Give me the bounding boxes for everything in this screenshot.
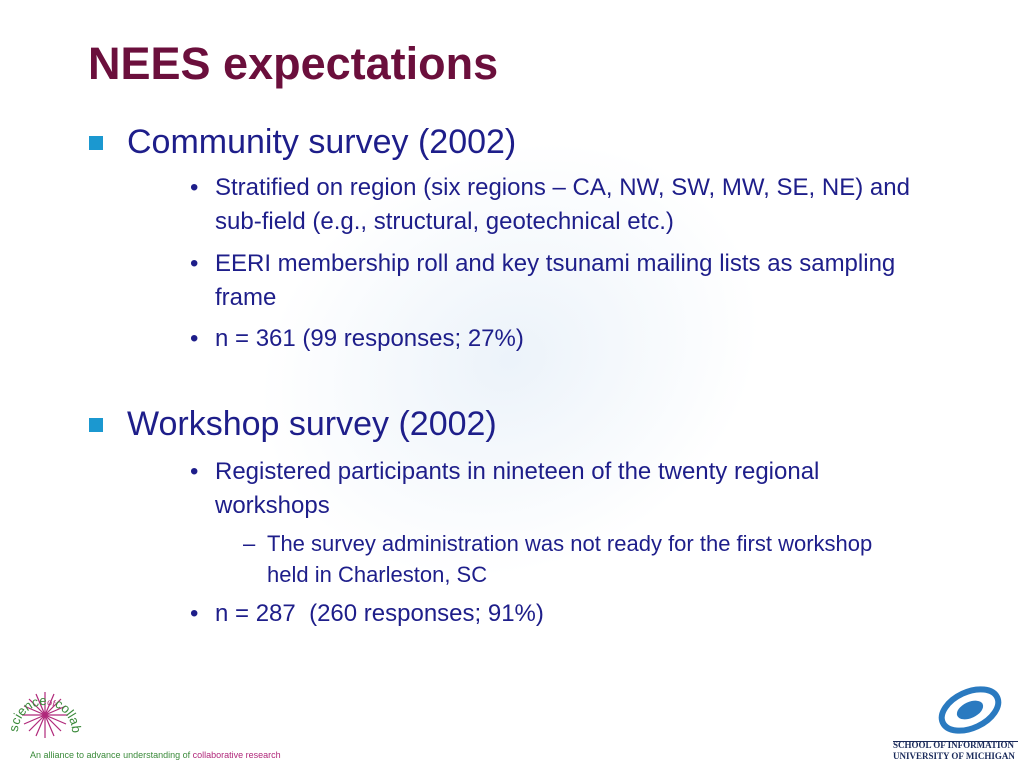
um-line2: UNIVERSITY OF MICHIGAN [893,751,1015,761]
item: EERI membership roll and key tsunami mai… [215,250,902,311]
dash: – [243,531,256,556]
left-logo: scienceofcollaboratories [0,670,84,738]
item: n = 361 (99 responses; 27%) [215,325,524,352]
sunburst [22,692,68,738]
bullet: • [190,325,199,352]
logo-words: scienceofcollaboratories [0,670,84,733]
tagline-highlight: collaborative research [192,750,281,760]
rule [893,741,1018,742]
heading: Workshop survey (2002) [127,405,497,443]
logo-tagline: An alliance to advance understanding of … [30,750,281,760]
heading: Community survey (2002) [127,123,517,161]
um-line1: SCHOOL OF INFORMATION [893,740,1015,750]
item: n = 287 (260 responses; 91%) [215,600,544,627]
bullet: • [190,600,199,627]
item: Stratified on region (six regions – CA, … [215,174,917,235]
logo-word: of [46,697,57,709]
bullet-square [89,136,103,150]
slide-title: NEES expectations [88,38,499,89]
um-logo [938,686,1002,734]
bullet: • [190,458,199,485]
bullet-square [89,418,103,432]
bullet: • [190,250,199,277]
item: Registered participants in nineteen of t… [215,458,827,519]
subitem: The survey administration was not ready … [267,531,873,587]
bullet: • [190,174,199,201]
tagline: An alliance to advance understanding of [30,750,191,760]
